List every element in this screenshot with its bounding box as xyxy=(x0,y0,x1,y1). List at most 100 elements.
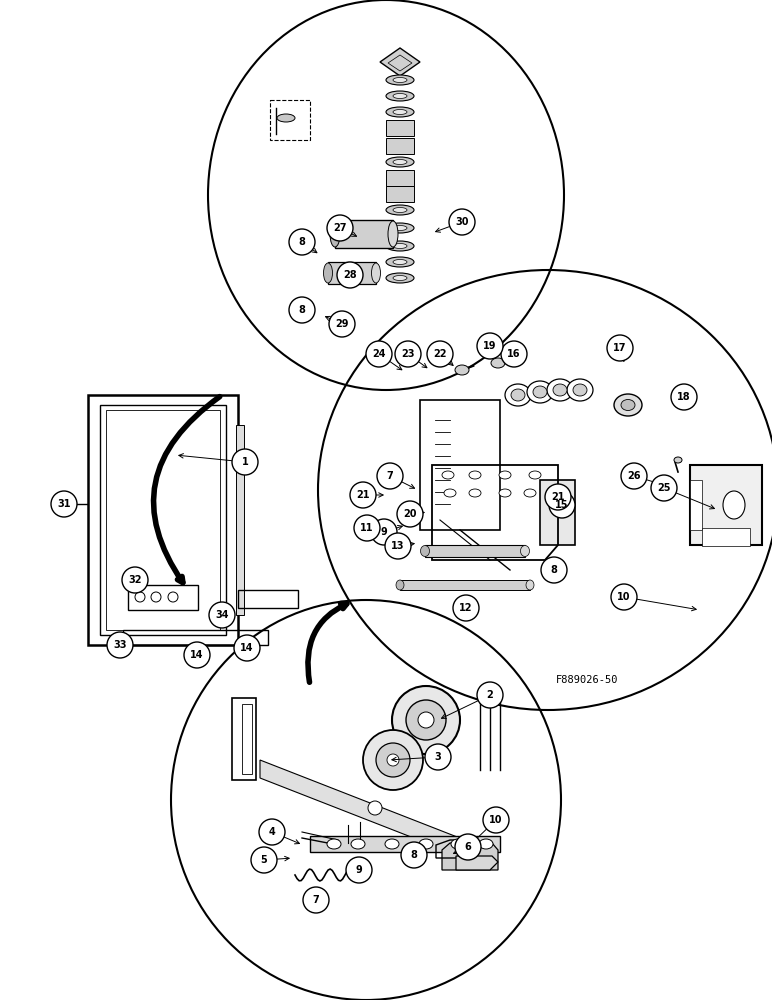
Circle shape xyxy=(455,834,481,860)
Circle shape xyxy=(376,743,410,777)
Text: 6: 6 xyxy=(465,842,472,852)
Circle shape xyxy=(406,700,446,740)
Text: 3: 3 xyxy=(435,752,442,762)
Text: 20: 20 xyxy=(403,509,417,519)
Bar xyxy=(236,425,244,615)
Polygon shape xyxy=(310,836,500,852)
Text: 13: 13 xyxy=(391,541,405,551)
Ellipse shape xyxy=(393,275,407,280)
Ellipse shape xyxy=(323,263,333,283)
Circle shape xyxy=(501,341,527,367)
Circle shape xyxy=(354,515,380,541)
Bar xyxy=(386,186,414,202)
Ellipse shape xyxy=(385,839,399,849)
Ellipse shape xyxy=(547,379,573,401)
Text: 18: 18 xyxy=(677,392,691,402)
Bar xyxy=(400,580,530,590)
Ellipse shape xyxy=(419,839,433,849)
Circle shape xyxy=(449,209,475,235)
Circle shape xyxy=(387,754,399,766)
Bar xyxy=(690,465,762,545)
Text: 9: 9 xyxy=(356,865,362,875)
Bar xyxy=(425,545,525,557)
Ellipse shape xyxy=(386,223,414,233)
Ellipse shape xyxy=(386,91,414,101)
Bar xyxy=(328,262,376,284)
Ellipse shape xyxy=(553,384,567,396)
Circle shape xyxy=(251,847,277,873)
Ellipse shape xyxy=(393,208,407,213)
Circle shape xyxy=(346,857,372,883)
Bar xyxy=(386,120,414,136)
Ellipse shape xyxy=(386,107,414,117)
Ellipse shape xyxy=(393,78,407,83)
Text: 28: 28 xyxy=(344,270,357,280)
Circle shape xyxy=(122,567,148,593)
Text: 8: 8 xyxy=(299,237,306,247)
Ellipse shape xyxy=(533,386,547,398)
Circle shape xyxy=(368,801,382,815)
Circle shape xyxy=(611,584,637,610)
Circle shape xyxy=(259,819,285,845)
Ellipse shape xyxy=(469,489,481,497)
Circle shape xyxy=(621,463,647,489)
Ellipse shape xyxy=(614,394,642,416)
Polygon shape xyxy=(260,760,470,860)
Ellipse shape xyxy=(386,75,414,85)
Text: 1: 1 xyxy=(242,457,249,467)
Text: 22: 22 xyxy=(433,349,447,359)
Circle shape xyxy=(366,341,392,367)
Ellipse shape xyxy=(351,839,365,849)
Text: 30: 30 xyxy=(455,217,469,227)
Text: 12: 12 xyxy=(459,603,472,613)
Circle shape xyxy=(418,712,434,728)
Circle shape xyxy=(427,341,453,367)
Circle shape xyxy=(549,492,575,518)
Bar xyxy=(335,220,393,248)
Text: 8: 8 xyxy=(411,850,418,860)
Polygon shape xyxy=(442,843,498,870)
Circle shape xyxy=(671,384,697,410)
Text: 9: 9 xyxy=(381,527,388,537)
Circle shape xyxy=(303,887,329,913)
Circle shape xyxy=(51,491,77,517)
Bar xyxy=(106,410,220,630)
Circle shape xyxy=(395,341,421,367)
Circle shape xyxy=(401,842,427,868)
Ellipse shape xyxy=(386,205,414,215)
Ellipse shape xyxy=(469,471,481,479)
Text: 23: 23 xyxy=(401,349,415,359)
Bar xyxy=(238,590,298,608)
Circle shape xyxy=(209,602,235,628)
Text: 15: 15 xyxy=(555,500,569,510)
Circle shape xyxy=(607,335,633,361)
Bar xyxy=(100,405,226,635)
Circle shape xyxy=(289,297,315,323)
Ellipse shape xyxy=(393,259,407,264)
Text: 7: 7 xyxy=(387,471,394,481)
Circle shape xyxy=(184,642,210,668)
Text: 2: 2 xyxy=(486,690,493,700)
Circle shape xyxy=(477,682,503,708)
Text: 14: 14 xyxy=(240,643,254,653)
Ellipse shape xyxy=(520,546,530,556)
Text: 21: 21 xyxy=(356,490,370,500)
Ellipse shape xyxy=(386,257,414,267)
Text: 27: 27 xyxy=(334,223,347,233)
Ellipse shape xyxy=(723,491,745,519)
Circle shape xyxy=(425,744,451,770)
Ellipse shape xyxy=(393,243,407,248)
Circle shape xyxy=(234,635,260,661)
Circle shape xyxy=(350,482,376,508)
Circle shape xyxy=(392,686,460,754)
Text: 14: 14 xyxy=(190,650,204,660)
Bar xyxy=(702,528,750,546)
Circle shape xyxy=(168,592,178,602)
Text: 10: 10 xyxy=(618,592,631,602)
Bar xyxy=(386,138,414,154)
Text: 32: 32 xyxy=(128,575,142,585)
Ellipse shape xyxy=(386,273,414,283)
Ellipse shape xyxy=(371,263,381,283)
Circle shape xyxy=(483,807,509,833)
Circle shape xyxy=(135,592,145,602)
